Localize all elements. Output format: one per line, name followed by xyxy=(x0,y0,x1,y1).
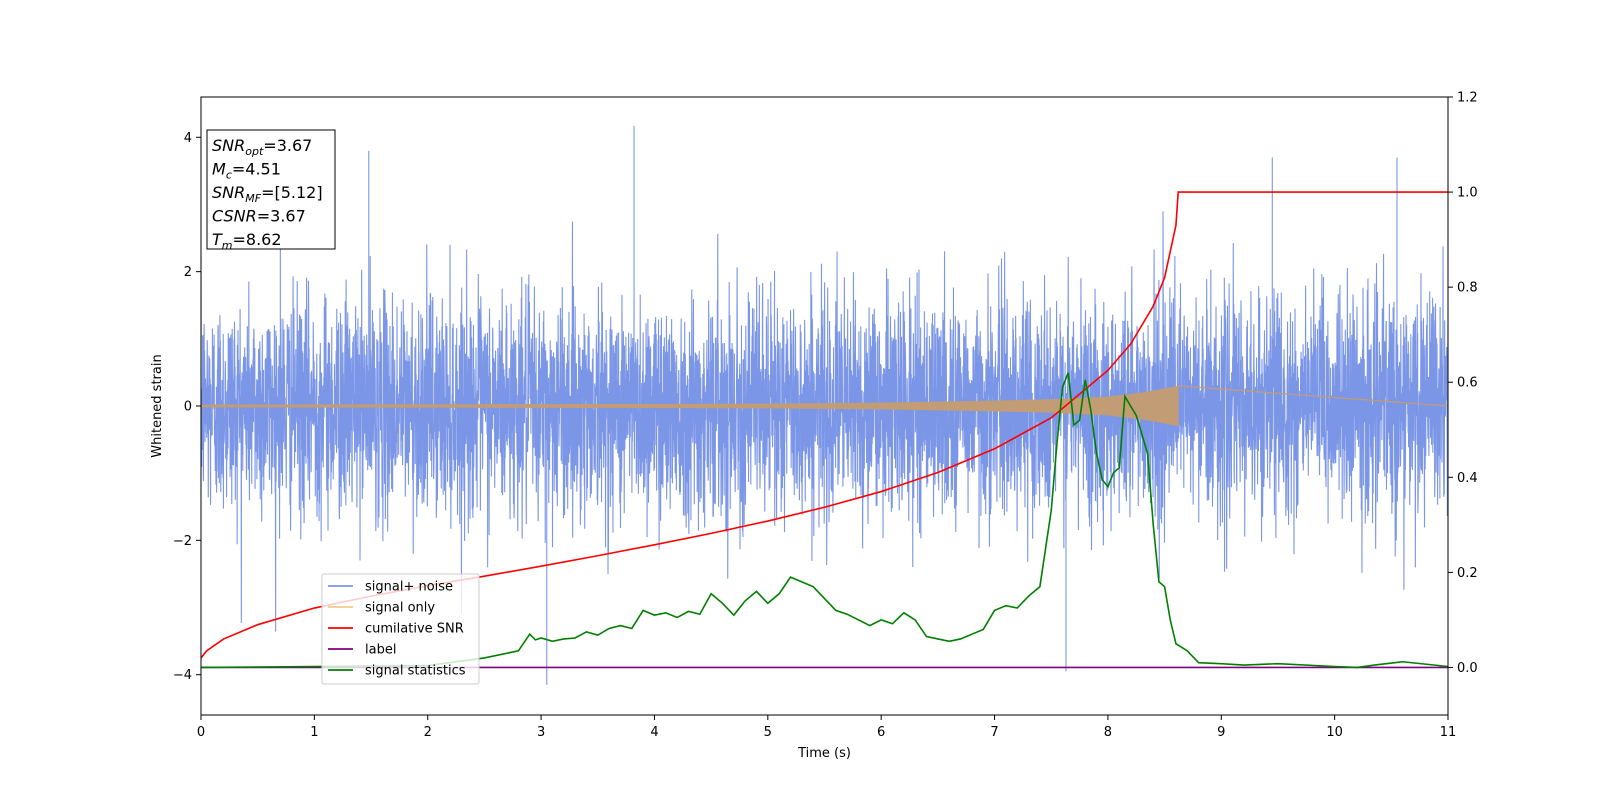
y-tick-label: −4 xyxy=(173,668,192,683)
y-tick-label: −2 xyxy=(173,534,192,549)
annotation-line: Mc=4.51 xyxy=(212,160,281,182)
y-tick-label: 2 xyxy=(184,265,192,280)
x-tick-label: 9 xyxy=(1217,725,1225,740)
y2-tick-label: 0.6 xyxy=(1457,376,1478,391)
y2-tick-label: 1.0 xyxy=(1457,186,1478,201)
series-signal-only xyxy=(201,385,1448,427)
y-axis-label: Whitened strain xyxy=(150,354,165,457)
series-signal-statistics xyxy=(201,372,1448,669)
annotation-line: SNRMF=[5.12] xyxy=(212,183,323,205)
x-tick-label: 8 xyxy=(1104,725,1112,740)
axes: 0 1 2 3 4 5 6 7 8 9 10 11 −4 −2 0 2 4 0.0 0.2 0.4 0.6 0.8 1.0 1… xyxy=(173,91,1478,741)
y2-tick-label: 0.4 xyxy=(1457,471,1478,486)
legend-label: signal statistics xyxy=(365,664,466,679)
x-tick-label: 5 xyxy=(764,725,772,740)
y2-tick-label: 0.0 xyxy=(1457,661,1478,676)
series-signal-noise xyxy=(201,125,1448,685)
annotation-line: CSNR=3.67 xyxy=(212,207,306,226)
y-tick-label: 4 xyxy=(184,131,192,146)
x-tick-label: 10 xyxy=(1326,725,1343,740)
plot-area xyxy=(201,125,1448,685)
legend-frame xyxy=(321,573,480,685)
legend-label: cumilative SNR xyxy=(365,622,464,637)
legend-label: signal only xyxy=(365,601,435,616)
y2-tick-label: 0.2 xyxy=(1457,566,1478,581)
annotation-line: SNRopt=3.67 xyxy=(212,136,312,158)
y-tick-label: 0 xyxy=(184,400,192,415)
x-tick-label: 1 xyxy=(310,725,318,740)
x-tick-label: 6 xyxy=(877,725,885,740)
y2-tick-label: 0.8 xyxy=(1457,281,1478,296)
x-tick-label: 11 xyxy=(1440,725,1457,740)
annotation-frame xyxy=(206,129,336,250)
legend-label: signal+ noise xyxy=(365,580,453,595)
x-tick-label: 4 xyxy=(650,725,658,740)
x-tick-label: 3 xyxy=(537,725,545,740)
x-tick-label: 0 xyxy=(197,725,205,740)
legend-label: label xyxy=(365,643,396,658)
x-tick-label: 7 xyxy=(990,725,998,740)
x-tick-label: 2 xyxy=(424,725,432,740)
series-cumilative-snr xyxy=(201,191,1448,659)
x-axis-label: Time (s) xyxy=(797,746,851,761)
annotation-line: Tm=8.62 xyxy=(212,230,282,252)
y2-tick-label: 1.2 xyxy=(1457,91,1478,106)
legend: signal+ noise signal only cumilative SNR la… xyxy=(321,573,480,685)
